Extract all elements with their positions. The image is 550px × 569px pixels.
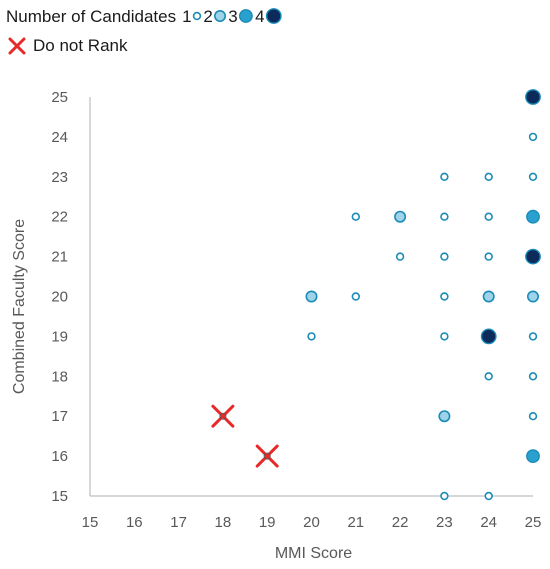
y-tick-label: 15 — [51, 488, 68, 505]
candidate-point — [440, 212, 449, 221]
legend-size-marker — [238, 9, 253, 23]
candidate-point — [526, 449, 540, 463]
x-tick-label: 25 — [525, 514, 542, 531]
candidate-point — [307, 332, 316, 341]
legend-size-label: 4 — [255, 7, 264, 26]
candidate-point — [484, 212, 493, 221]
data-points — [211, 89, 541, 501]
candidate-point — [305, 290, 318, 303]
candidate-point — [528, 332, 538, 341]
x-tick-label: 16 — [126, 514, 143, 531]
legend-size-title: Number of Candidates — [6, 7, 176, 26]
y-tick-label: 17 — [51, 408, 68, 425]
y-axis-title: Combined Faculty Score — [11, 219, 28, 394]
do-not-rank-point — [255, 444, 279, 468]
candidate-point — [482, 290, 495, 303]
y-tick-label: 18 — [51, 368, 68, 385]
x-tick-label: 19 — [259, 514, 276, 531]
candidate-point — [528, 132, 538, 142]
y-tick-label: 24 — [51, 129, 68, 146]
y-tick-label: 22 — [51, 209, 68, 226]
candidate-point — [528, 172, 538, 182]
do-not-rank-point-center — [219, 412, 227, 420]
do-not-rank-legend-icon — [8, 37, 26, 55]
candidate-point — [351, 212, 360, 221]
legend-size-label: 3 — [228, 7, 237, 26]
candidate-point — [526, 290, 539, 303]
candidate-point — [440, 491, 449, 501]
x-axis-title: MMI Score — [275, 545, 352, 562]
do-not-rank-point — [211, 404, 235, 428]
y-tick-label: 25 — [51, 89, 68, 106]
candidate-point — [484, 172, 493, 182]
x-tick-label: 15 — [82, 514, 99, 531]
candidate-point — [525, 248, 541, 265]
candidate-point — [394, 210, 407, 223]
legend-do-not-rank-label: Do not Rank — [33, 36, 128, 55]
candidate-point — [440, 172, 449, 182]
legend-do-not-rank-marker — [8, 37, 26, 55]
x-tick-label: 24 — [480, 514, 497, 531]
legend-size-marker — [214, 10, 227, 22]
y-tick-label: 20 — [51, 289, 68, 306]
x-tick-labels: 15 16 17 18 19 20 21 22 23 24 25 — [82, 514, 542, 531]
candidate-point — [440, 252, 449, 261]
x-tick-label: 21 — [347, 514, 364, 531]
y-tick-label: 16 — [51, 448, 68, 465]
candidate-point — [351, 292, 360, 301]
x-tick-label: 23 — [436, 514, 453, 531]
candidate-point — [526, 209, 540, 224]
y-tick-label: 21 — [51, 249, 68, 266]
candidate-point — [528, 412, 538, 421]
x-tick-label: 22 — [392, 514, 409, 531]
candidate-point — [395, 252, 405, 261]
y-tick-label: 19 — [51, 328, 68, 345]
candidate-point — [525, 89, 541, 105]
y-tick-labels: 15 16 17 18 19 20 21 22 23 24 25 — [51, 89, 68, 505]
y-tick-label: 23 — [51, 169, 68, 186]
candidate-point — [440, 332, 449, 341]
legend-size-marker — [265, 8, 282, 24]
candidate-point — [528, 372, 538, 381]
candidate-point — [484, 491, 493, 501]
axes: 15 16 17 18 19 20 21 22 23 24 25 15 16 17 18 19 20 21 22 2… — [11, 89, 541, 562]
legend-do-not-rank: Do not Rank — [8, 36, 128, 55]
legend-size-marker — [192, 11, 202, 21]
legend-size-label: 1 — [182, 7, 191, 26]
candidate-point — [484, 372, 493, 381]
candidate-point — [480, 328, 497, 345]
x-tick-label: 20 — [303, 514, 320, 531]
x-tick-label: 18 — [215, 514, 232, 531]
candidate-point — [440, 292, 449, 301]
x-tick-label: 17 — [170, 514, 187, 531]
candidate-point — [484, 252, 493, 261]
do-not-rank-point-center — [263, 452, 271, 460]
legend-size-label: 2 — [203, 7, 212, 26]
candidate-point — [438, 410, 451, 423]
